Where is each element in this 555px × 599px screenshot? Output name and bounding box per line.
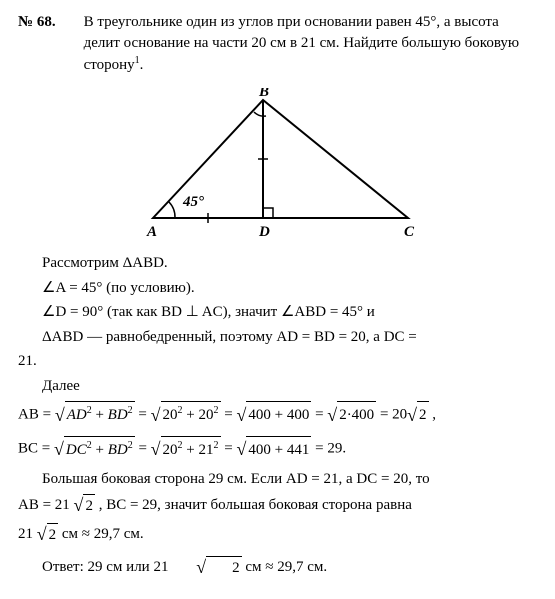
line10c: см ≈ 29,7 см. xyxy=(58,526,144,542)
svg-text:D: D xyxy=(258,224,270,238)
solution-line-2: ∠A = 45° (по условию). xyxy=(18,277,537,300)
svg-text:C: C xyxy=(404,224,415,238)
problem-period: . xyxy=(140,57,144,73)
line9a: AB = 21 xyxy=(18,497,70,513)
line10a: 21 xyxy=(18,526,33,542)
problem-header: № 68. В треугольнике один из углов при о… xyxy=(18,12,537,76)
solution-line-4a: ΔABD — равнобедренный, поэтому AD = BD =… xyxy=(18,326,537,349)
sqrt-icon: √202 + 212 xyxy=(151,433,221,465)
equation-2: BC = √DC2 + BD2 = √202 + 212 = √400 + 44… xyxy=(18,433,537,465)
solution-line-10: 21 √2 см ≈ 29,7 см. xyxy=(18,521,537,548)
solution-line-5: Далее xyxy=(18,375,537,398)
sqrt-icon: √2 xyxy=(407,399,428,431)
sqrt-icon: √DC2 + BD2 xyxy=(54,433,135,465)
solution-line-4b: 21. xyxy=(18,350,537,373)
equation-1: AB = √AD2 + BD2 = √202 + 202 = √400 + 40… xyxy=(18,399,537,431)
solution-line-8: Большая боковая сторона 29 см. Если AD =… xyxy=(18,468,537,491)
eq2-result: 29 xyxy=(327,441,342,457)
svg-text:45°: 45° xyxy=(182,194,204,210)
sqrt-icon: √2 xyxy=(37,521,58,548)
solution-line-3: ∠D = 90° (так как BD ⊥ AC), значит ∠ABD … xyxy=(18,301,537,324)
answer-a: Ответ: 29 см или 21 xyxy=(42,559,168,575)
answer-line: Ответ: 29 см или 21 √2 см ≈ 29,7 см. xyxy=(18,554,537,581)
eq2-lhs: BC xyxy=(18,441,38,457)
eq1-result: 20 xyxy=(392,407,407,423)
sqrt-icon: √400 + 441 xyxy=(236,433,311,465)
diagram-container: 45° A B C D xyxy=(18,88,537,238)
problem-text: В треугольнике один из углов при основан… xyxy=(84,12,537,76)
sqrt-icon: √202 + 202 xyxy=(151,399,221,431)
line9c: , BC = 29, значит большая боковая сторон… xyxy=(95,497,412,513)
svg-text:A: A xyxy=(146,224,157,238)
svg-text:B: B xyxy=(258,88,269,100)
solution-line-9: AB = 21 √2 , BC = 29, значит большая бок… xyxy=(18,492,537,519)
answer-c: см ≈ 29,7 см. xyxy=(242,559,328,575)
problem-text-content: В треугольнике один из углов при основан… xyxy=(84,14,520,73)
solution-line-1: Рассмотрим ΔABD. xyxy=(18,252,537,275)
sqrt-icon: √2 xyxy=(74,492,95,519)
triangle-diagram: 45° A B C D xyxy=(133,88,423,238)
sqrt-icon: √AD2 + BD2 xyxy=(55,399,135,431)
sqrt-icon: √2 xyxy=(172,554,241,581)
sqrt-icon: √400 + 400 xyxy=(236,399,311,431)
problem-number: № 68. xyxy=(18,12,56,33)
sqrt-icon: √2·400 xyxy=(327,399,376,431)
solution-body: Рассмотрим ΔABD. ∠A = 45° (по условию). … xyxy=(18,252,537,581)
eq1-lhs: AB xyxy=(18,407,39,423)
